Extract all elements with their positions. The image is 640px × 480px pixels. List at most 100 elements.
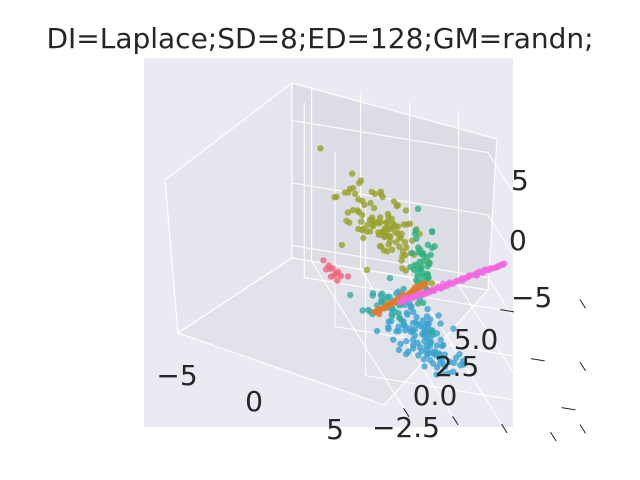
data-point: [438, 369, 446, 377]
data-point: [450, 359, 458, 366]
data-point: [388, 317, 395, 325]
data-point: [355, 225, 362, 233]
data-point: [396, 314, 403, 322]
data-point: [406, 220, 414, 227]
data-point: [385, 323, 392, 331]
data-point: [438, 357, 446, 364]
data-point: [449, 368, 457, 375]
data-point: [414, 339, 421, 346]
data-point: [424, 241, 431, 248]
data-point: [401, 322, 408, 329]
grid-line: [487, 152, 581, 300]
data-point: [349, 170, 356, 177]
data-point: [357, 218, 365, 225]
data-point: [424, 305, 431, 313]
data-point: [361, 201, 368, 209]
data-point: [376, 242, 384, 250]
data-point: [421, 328, 429, 335]
data-point: [369, 222, 376, 229]
data-point: [347, 291, 354, 299]
z-tick-mark: [579, 361, 586, 372]
data-point: [433, 330, 441, 337]
data-point: [377, 218, 384, 226]
data-point: [401, 239, 409, 246]
data-point: [386, 274, 394, 282]
data-point: [317, 145, 324, 152]
axis-ticks: [403, 299, 586, 442]
data-point: [426, 339, 434, 347]
x-tick-label: 0: [245, 385, 263, 418]
x-tick-mark: [500, 309, 515, 313]
data-point: [409, 336, 417, 343]
data-point: [325, 262, 332, 269]
data-point: [399, 253, 406, 260]
x-tick-mark: [530, 358, 545, 362]
chart-title: DI=Laplace;SD=8;ED=128;GM=randn;: [46, 22, 593, 55]
data-point: [408, 249, 416, 257]
x-tick-mark: [561, 407, 576, 411]
data-point: [404, 311, 411, 318]
data-point: [364, 221, 371, 228]
data-point: [424, 263, 431, 270]
data-point: [400, 221, 408, 228]
data-point: [403, 244, 410, 251]
data-point: [346, 219, 353, 226]
data-point: [433, 371, 440, 378]
data-point: [411, 326, 419, 333]
x-tick-label: −5: [156, 359, 197, 392]
data-point: [403, 337, 410, 345]
data-point: [412, 319, 420, 326]
data-point: [415, 352, 422, 359]
data-point: [386, 238, 394, 245]
data-point: [410, 308, 417, 316]
data-point: [397, 340, 404, 348]
data-point: [386, 232, 393, 240]
data-point: [359, 307, 366, 314]
data-point: [428, 329, 435, 336]
data-point: [355, 208, 362, 216]
data-point: [414, 269, 421, 276]
data-point: [501, 260, 508, 267]
data-point: [413, 277, 420, 284]
data-point: [420, 252, 427, 259]
data-point: [341, 189, 349, 196]
data-point: [425, 274, 432, 281]
data-point: [384, 219, 391, 226]
grid-line: [365, 375, 562, 409]
data-point: [378, 297, 385, 304]
z-tick-mark: [579, 424, 586, 434]
data-point: [435, 351, 442, 359]
grid-line: [458, 284, 552, 433]
data-point: [441, 351, 448, 358]
data-point: [411, 283, 419, 291]
data-point: [424, 351, 431, 359]
data-point: [423, 313, 431, 320]
data-point: [421, 338, 428, 345]
data-point: [413, 235, 420, 242]
data-point: [346, 185, 354, 193]
data-point: [363, 266, 371, 274]
data-point: [428, 228, 436, 235]
data-point: [417, 246, 424, 254]
grid-line: [291, 182, 489, 216]
y-tick-label: 2.5: [435, 350, 480, 383]
data-point: [450, 325, 457, 332]
data-point: [393, 239, 400, 246]
y-tick-label: −2.5: [372, 411, 440, 444]
data-point: [427, 251, 434, 258]
data-point: [420, 356, 428, 363]
data-point: [420, 299, 427, 307]
data-point: [390, 222, 398, 229]
grid-line: [487, 277, 581, 425]
data-point: [413, 313, 420, 321]
data-point: [369, 292, 376, 299]
data-point: [357, 177, 365, 184]
data-point: [392, 229, 399, 236]
data-point: [320, 257, 327, 264]
data-point: [378, 290, 386, 297]
data-point: [366, 228, 374, 235]
data-point: [402, 267, 409, 274]
data-point: [433, 364, 441, 371]
data-point: [427, 356, 434, 364]
data-point: [360, 234, 367, 242]
